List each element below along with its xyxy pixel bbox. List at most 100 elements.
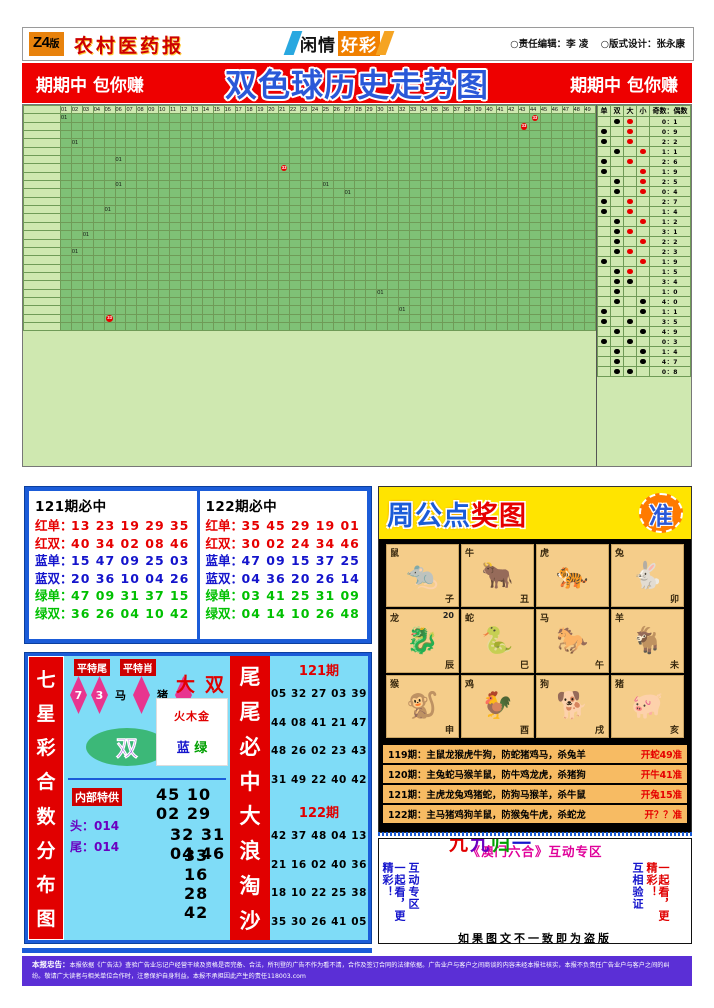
grid-cell <box>114 121 127 132</box>
grid-cell <box>310 188 323 198</box>
grid-cell <box>234 213 247 223</box>
grid-cell <box>398 246 410 257</box>
zodiac-animal-icon: 🐂 <box>481 560 514 591</box>
grid-cell <box>539 296 552 307</box>
grid-cell <box>125 288 138 298</box>
dot-black-icon <box>640 298 646 305</box>
grid-cell <box>267 196 280 207</box>
grid-cell <box>190 230 203 240</box>
grid-cell <box>289 305 301 315</box>
grid-cell <box>583 230 596 240</box>
grid-cell <box>507 296 520 307</box>
grid-cell <box>365 230 378 240</box>
grid-cell <box>430 280 443 290</box>
stats-col-label: 双 <box>610 105 624 117</box>
grid-cell <box>234 146 247 157</box>
grid-cell <box>70 121 83 132</box>
grid-cell <box>223 205 236 215</box>
grid-cell <box>452 313 465 323</box>
grid-cell <box>354 305 367 315</box>
grid-cell <box>463 238 476 248</box>
grid-cell <box>256 146 269 157</box>
grid-cell <box>561 305 574 315</box>
grid-cell <box>561 113 574 123</box>
grid-cell <box>354 180 367 190</box>
vertical-slogan-char: 中 <box>239 769 261 794</box>
grid-cell <box>419 205 432 215</box>
grid-cell <box>278 255 291 265</box>
grid-cell <box>179 296 192 307</box>
advertisement[interactable]: 《澳门六合》互动专区 一起看，更精彩！ 互动专区 靓女佳真 正版 九九归一 互相… <box>378 838 692 944</box>
stats-cell <box>610 336 624 347</box>
grid-lead-cell <box>23 121 61 132</box>
grid-cell <box>81 221 94 232</box>
grid-cell <box>419 146 432 157</box>
prediction-panels: 121期必中 红单： 13 23 19 29 35 红双： 40 34 02 08 4… <box>24 486 372 644</box>
forecast-result: 开？？准 <box>644 810 682 821</box>
grid-cell <box>430 121 443 132</box>
grid-cell <box>81 121 94 132</box>
grid-cell <box>92 305 105 315</box>
grid-cell <box>136 171 149 182</box>
grid-cell <box>234 221 247 232</box>
grid-col-label: 40 <box>485 104 498 115</box>
grid-cell <box>376 155 389 165</box>
grid-cell <box>92 296 105 307</box>
grid-cell <box>103 280 116 290</box>
grid-col-label: 25 <box>321 104 334 115</box>
grid-cell <box>310 280 323 290</box>
dot-black-icon <box>601 128 607 135</box>
grid-cell <box>583 130 596 140</box>
grid-cell <box>310 171 323 182</box>
grid-cell <box>103 238 116 248</box>
zodiac-branch: 未 <box>669 660 679 671</box>
grid-cell <box>169 188 181 198</box>
grid-cell <box>179 263 192 273</box>
stats-cell <box>636 246 650 257</box>
grid-cell <box>136 146 149 157</box>
grid-cell <box>441 221 454 232</box>
grid-cell <box>158 155 171 165</box>
grid-cell <box>430 188 443 198</box>
grid-cell <box>321 121 334 132</box>
grid-cell <box>518 146 530 157</box>
grid-cell <box>376 305 389 315</box>
grid-cell <box>136 113 149 123</box>
grid-cell <box>70 146 83 157</box>
grid-cell <box>103 146 116 157</box>
grid-cell <box>70 288 83 298</box>
grid-cell <box>212 238 225 248</box>
grid-cell <box>256 196 269 207</box>
grid-cell <box>158 113 171 123</box>
trend-grid-row: 01 <box>23 246 596 257</box>
grid-cell <box>179 188 192 198</box>
dot-black-icon <box>601 138 607 145</box>
grid-cell <box>179 146 192 157</box>
grid-cell <box>60 246 72 257</box>
grid-cell <box>169 296 181 307</box>
dot-black-icon <box>614 328 620 335</box>
grid-cell <box>496 230 509 240</box>
grid-cell <box>376 188 389 198</box>
zodiac-forecast-line: 119期：主鼠龙猴虎牛狗，防蛇猪鸡马，杀兔羊 开蛇49准 <box>383 745 687 763</box>
odd-even-ratio: 3：5 <box>649 316 691 327</box>
grid-cell <box>398 221 410 232</box>
zodiac-branch: 辰 <box>444 660 454 671</box>
grid-cell <box>299 163 312 173</box>
stats-dot-red <box>623 226 637 237</box>
grid-cell <box>245 180 258 190</box>
grid-cell <box>60 221 72 232</box>
grid-cell <box>398 321 410 332</box>
grid-cell <box>60 263 72 273</box>
grid-cell <box>518 196 530 207</box>
zodiac-title: 周公点奖图 <box>387 494 527 533</box>
stats-dot-black <box>636 356 650 367</box>
grid-cell <box>409 221 421 232</box>
grid-cell <box>539 130 552 140</box>
grid-cell <box>387 238 400 248</box>
grid-cell <box>463 163 476 173</box>
grid-cell <box>267 113 280 123</box>
grid-cell <box>114 238 127 248</box>
grid-cell <box>114 146 127 157</box>
grid-cell <box>190 213 203 223</box>
